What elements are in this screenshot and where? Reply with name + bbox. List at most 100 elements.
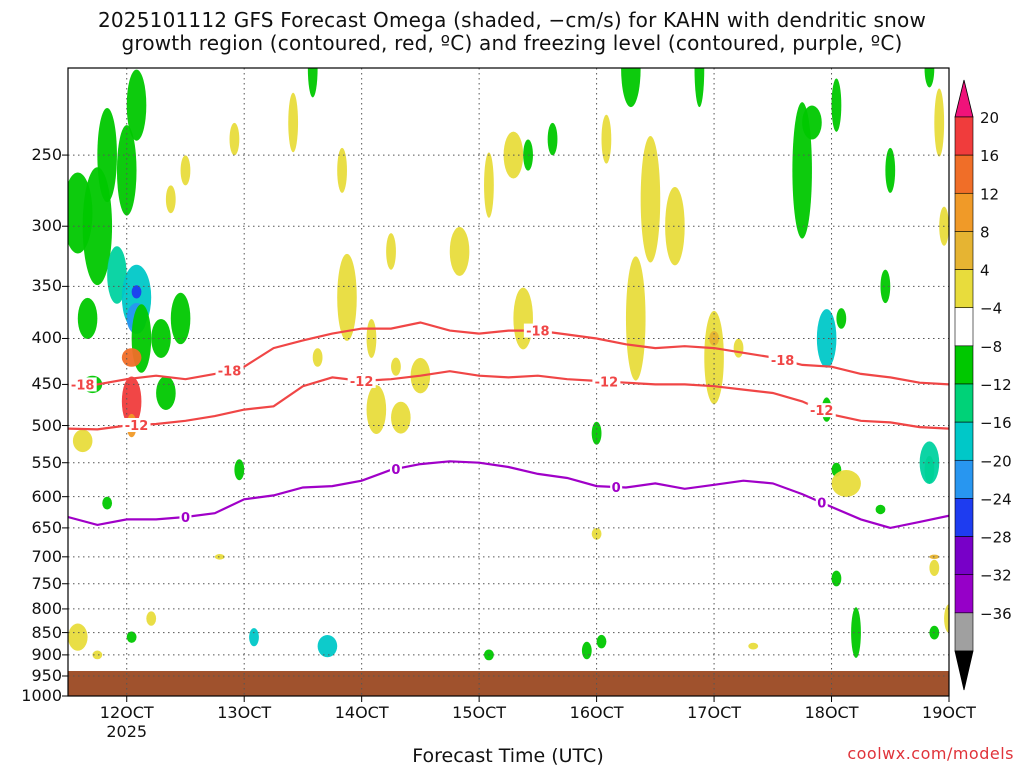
colorbar-label: −28 — [980, 529, 1012, 547]
colorbar-label: −16 — [980, 414, 1012, 432]
omega-blob — [625, 256, 646, 381]
omega-blob — [126, 631, 137, 643]
x-tick-label: 12OCT — [99, 703, 154, 722]
omega-blob — [885, 147, 896, 193]
y-tick-label: 900 — [31, 644, 62, 664]
contour--12 — [68, 370, 949, 431]
y-tick-label: 500 — [31, 415, 62, 435]
contour-label-bg — [179, 509, 192, 524]
omega-blob — [596, 634, 607, 649]
omega-blob — [831, 469, 861, 497]
colorbar-swatch — [954, 536, 974, 576]
y-tick-label: 950 — [31, 665, 62, 685]
colorbar-swatch — [954, 345, 974, 385]
contour-label: -12 — [350, 375, 374, 390]
omega-blob — [386, 233, 396, 270]
omega-blob — [337, 147, 347, 193]
y-tick-label: 750 — [31, 573, 62, 593]
credit-link[interactable]: coolwx.com/models — [847, 744, 1014, 763]
omega-blob — [68, 623, 88, 651]
x-tick-label: 19OCT — [922, 703, 976, 722]
colorbar-label: 20 — [980, 109, 999, 127]
x-axis-label: Forecast Time (UTC) — [412, 745, 604, 767]
omega-blob — [733, 338, 744, 358]
omega-blob — [581, 641, 592, 660]
omega-blob — [102, 496, 113, 510]
omega-blob — [307, 68, 318, 98]
plot-frame — [67, 67, 950, 697]
colorbar-swatch — [954, 231, 974, 270]
omega-blob — [929, 559, 940, 576]
omega-blob — [831, 570, 842, 587]
omega-blob — [229, 122, 240, 156]
y-tick-label: 600 — [31, 486, 62, 506]
colorbar-swatch — [954, 269, 974, 309]
colorbar-label: −24 — [980, 490, 1012, 508]
contour-label-bg — [389, 461, 402, 476]
colorbar-swatch — [954, 116, 974, 156]
omega-blob — [875, 504, 886, 515]
omega-blob — [391, 357, 401, 376]
colorbar-label: −32 — [980, 567, 1012, 585]
omega-blob — [156, 376, 176, 410]
omega-blob — [694, 68, 705, 108]
contour-label: -18 — [71, 378, 95, 393]
omega-blob — [601, 114, 612, 164]
colorbar-swatch — [954, 383, 974, 423]
colorbar-swatch — [954, 192, 974, 232]
omega-blob — [704, 310, 724, 405]
y-tick-label: 650 — [31, 517, 62, 537]
omega-blob — [234, 459, 245, 481]
omega-blob — [146, 611, 157, 626]
omega-blob — [151, 318, 171, 358]
chart-title-line2: growth region (contoured, red, ºC) and f… — [121, 31, 903, 55]
y-tick-label: 700 — [31, 546, 62, 566]
omega-blob — [513, 287, 533, 350]
contour-label: -18 — [771, 354, 795, 369]
omega-blob — [288, 92, 299, 153]
contour-label-bg — [68, 377, 97, 392]
x-tick-label: 16OCT — [569, 703, 624, 722]
plot-grid — [62, 68, 950, 702]
colorbar-label: 16 — [980, 147, 999, 165]
y-tick-label: 300 — [31, 216, 62, 236]
colorbar-swatch — [954, 574, 974, 614]
omega-blob — [924, 68, 935, 88]
omega-blob — [77, 297, 98, 340]
omega-blob — [116, 125, 137, 216]
contour-label-bg — [523, 323, 552, 338]
omega-blob — [92, 650, 103, 660]
contour-label: 0 — [817, 497, 826, 512]
x-tick-label: 17OCT — [687, 703, 742, 722]
omega-blob — [665, 187, 685, 266]
colorbar-label: −4 — [980, 300, 1002, 318]
y-tick-label: 450 — [31, 374, 62, 394]
omega-blob — [126, 69, 147, 141]
omega-blob — [880, 269, 891, 304]
colorbar-label: −36 — [980, 605, 1012, 623]
omega-blob — [170, 292, 191, 345]
colorbar-label: −12 — [980, 376, 1012, 394]
contour-label-bg — [610, 480, 623, 495]
omega-blob — [249, 628, 259, 647]
omega-blob — [165, 185, 176, 214]
y-tick-label: 550 — [31, 452, 62, 472]
y-tick-label: 250 — [31, 145, 62, 165]
omega-blob — [317, 635, 338, 658]
omega-blob — [484, 152, 494, 218]
ground-surface — [68, 671, 949, 696]
colorbar-swatch — [954, 154, 974, 194]
x-tick-label: 14OCT — [334, 703, 389, 722]
contour-label-bg — [347, 373, 376, 388]
contour-label: -18 — [218, 364, 242, 379]
contour--18 — [68, 321, 949, 386]
omega-blob — [802, 105, 822, 140]
contour-label: -18 — [526, 325, 550, 340]
x-tick-label: 18OCT — [804, 703, 859, 722]
contour-label-bg — [215, 363, 244, 378]
omega-blob — [131, 285, 142, 299]
colorbar-label: −20 — [980, 452, 1012, 470]
colorbar: 20 16 12 8 4 −4 −8 −12 −16 −20 −24 −28 −32 −36 — [954, 79, 1012, 691]
colorbar-label: 12 — [980, 185, 999, 203]
